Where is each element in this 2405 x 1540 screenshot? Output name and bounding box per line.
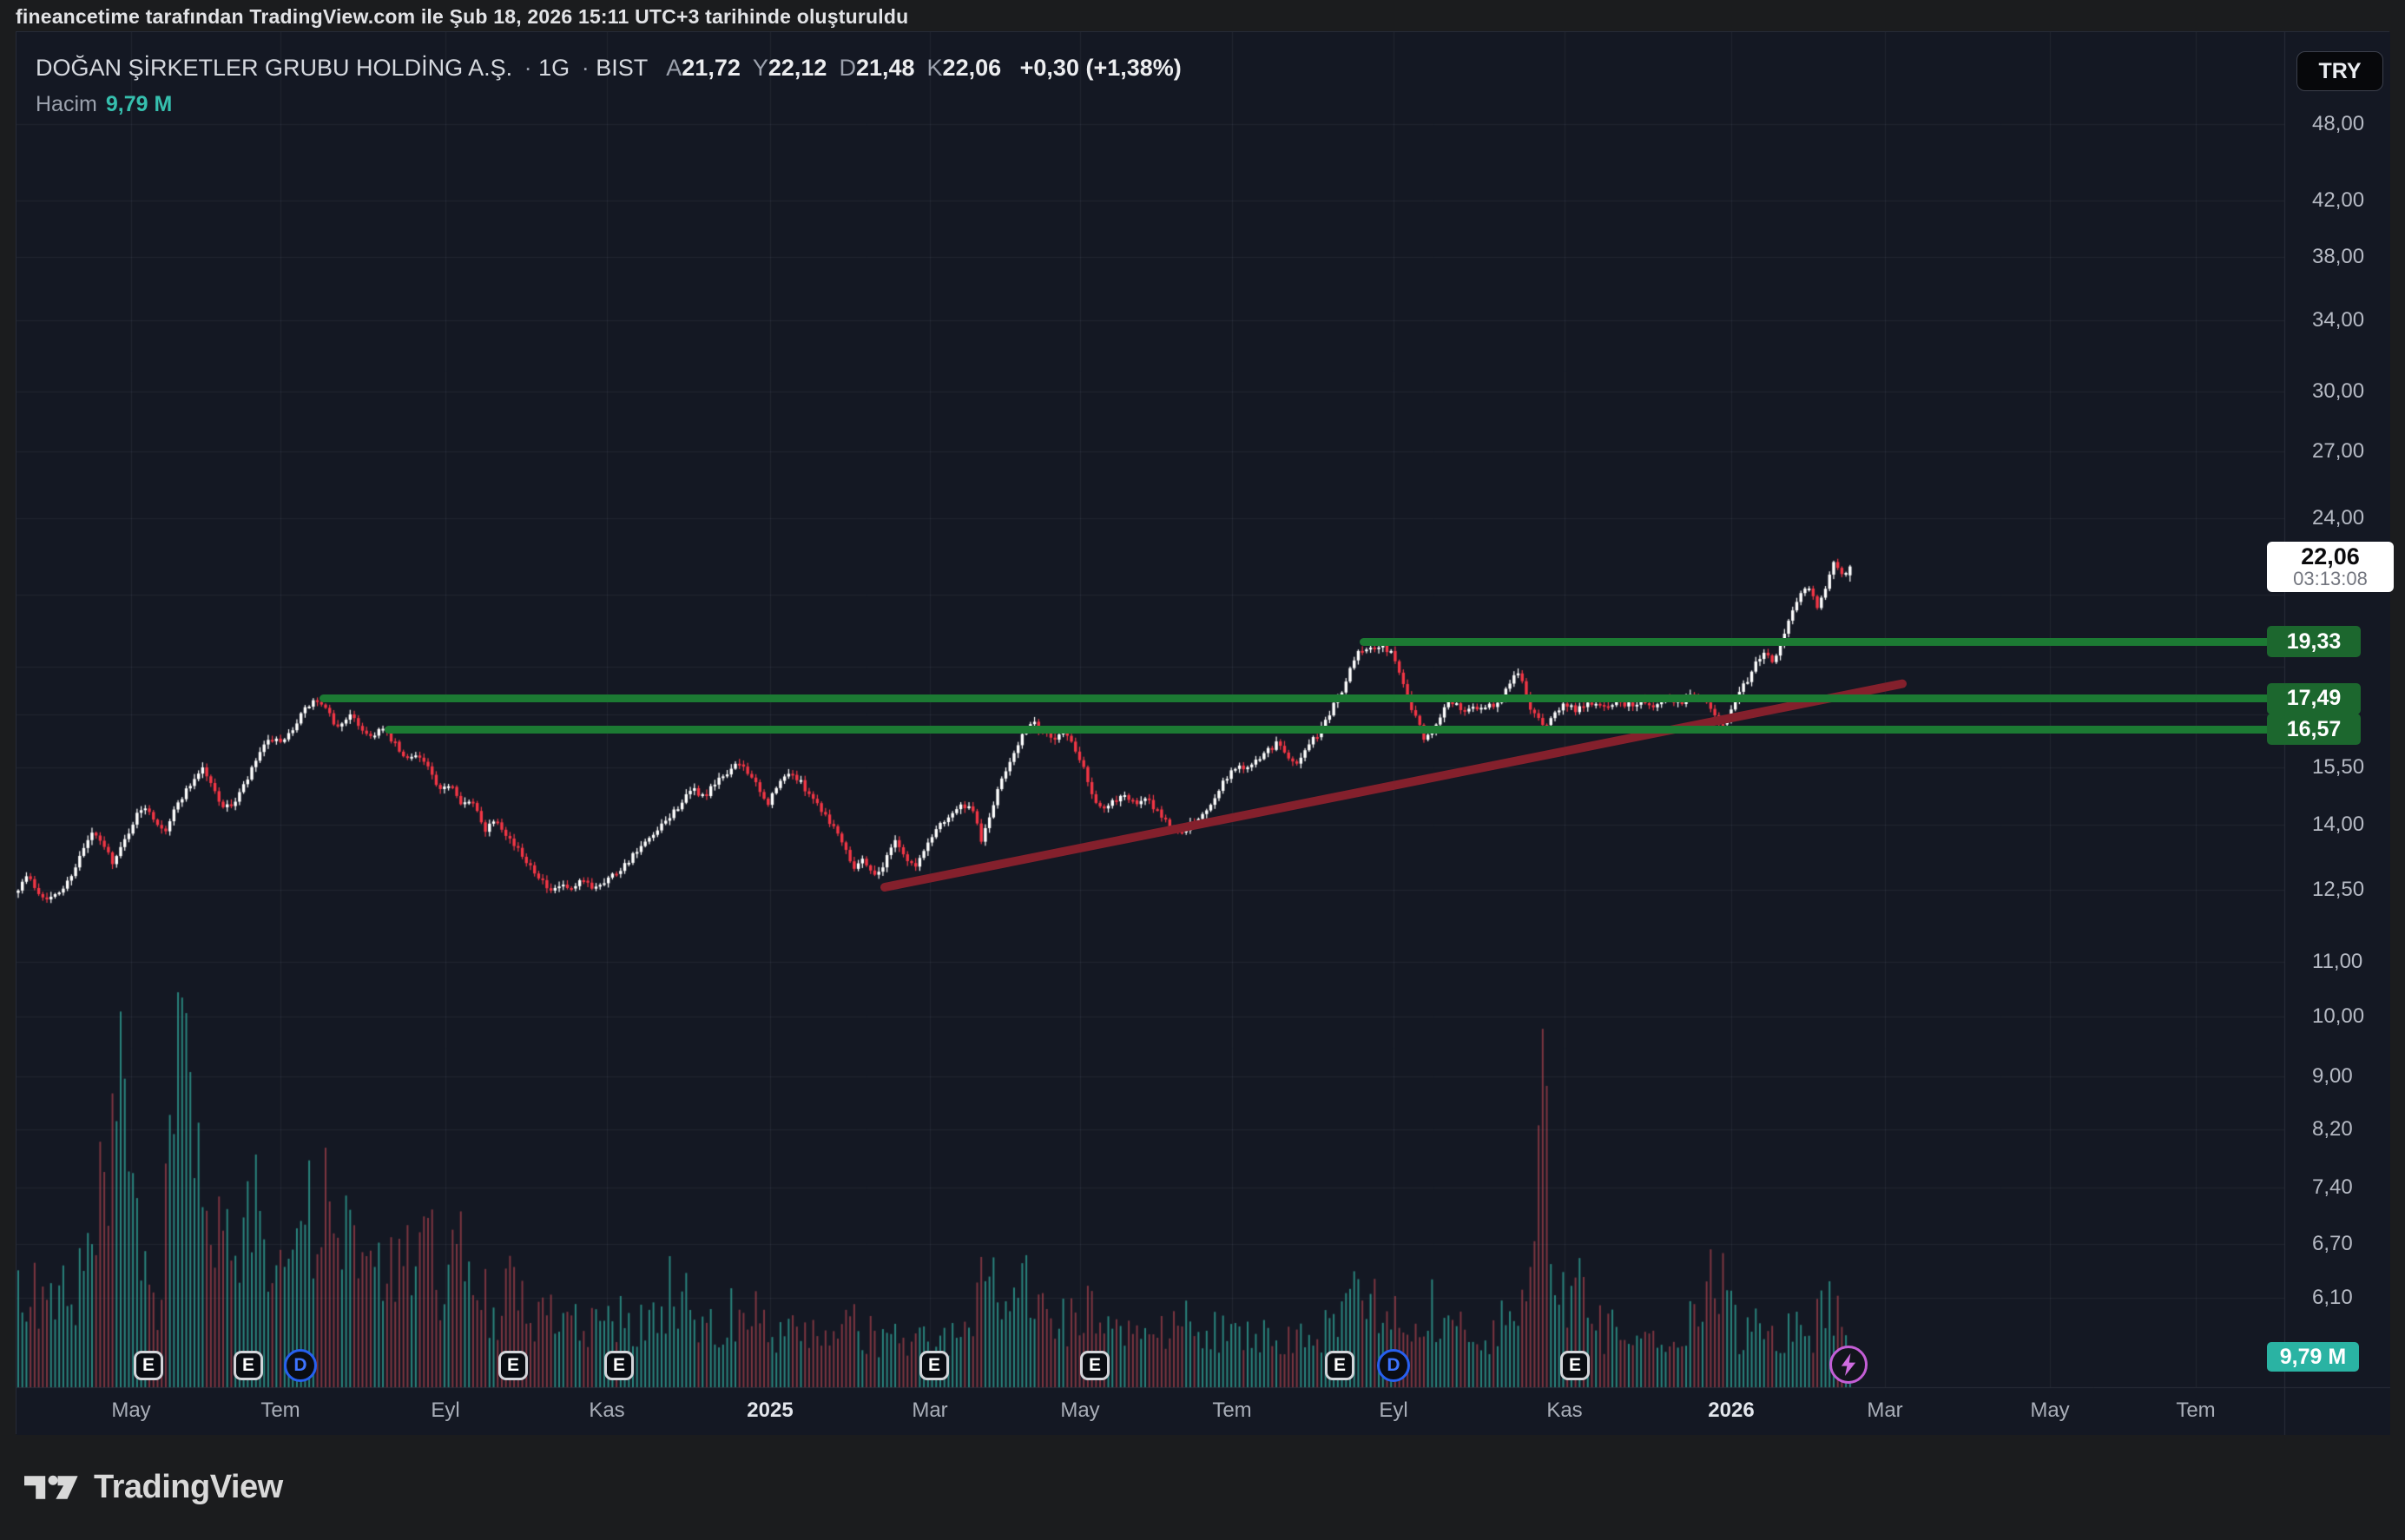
earnings-marker[interactable]: E xyxy=(604,1351,634,1380)
time-tick-month: Tem xyxy=(260,1399,300,1422)
price-tick: 15,50 xyxy=(2312,754,2365,779)
dividend-marker[interactable]: D xyxy=(1377,1349,1410,1382)
change-value: +0,30 (+1,38%) xyxy=(1019,55,1182,81)
time-tick-month: Kas xyxy=(589,1399,625,1422)
volume-value: 9,79 M xyxy=(105,92,173,116)
tradingview-logo-text: TradingView xyxy=(94,1469,283,1505)
time-tick-month: Eyl xyxy=(431,1399,460,1422)
price-tick: 14,00 xyxy=(2312,813,2365,837)
price-tick: 8,20 xyxy=(2312,1116,2353,1141)
ohlc-key: Y xyxy=(752,55,768,81)
bar-countdown: 03:13:08 xyxy=(2293,568,2368,590)
ohlc-values: A21,72 Y22,12 D21,48 K22,06 xyxy=(654,55,1001,81)
time-tick-month: May xyxy=(2030,1399,2070,1422)
price-tick: 24,00 xyxy=(2312,506,2365,530)
ohlc-value: 21,72 xyxy=(682,55,741,81)
ohlc-key: D xyxy=(839,55,856,81)
exchange-value: BIST xyxy=(596,55,648,81)
time-tick-year: 2025 xyxy=(747,1399,794,1422)
ohlc-value: 21,48 xyxy=(855,55,915,81)
ohlc-value: 22,12 xyxy=(768,55,827,81)
time-tick-month: Tem xyxy=(1212,1399,1252,1422)
earnings-marker[interactable]: E xyxy=(1560,1351,1590,1380)
price-tick: 9,00 xyxy=(2312,1063,2353,1088)
time-tick-month: Tem xyxy=(2176,1399,2216,1422)
symbol-row: DOĞAN ŞİRKETLER GRUBU HOLDİNG A.Ş. · 1G … xyxy=(36,55,1182,82)
support-price-label: 16,57 xyxy=(2267,714,2361,746)
price-tick: 12,50 xyxy=(2312,877,2365,901)
price-tick: 6,10 xyxy=(2312,1285,2353,1309)
attribution-text: fineancetime tarafından TradingView.com … xyxy=(16,5,909,28)
ohlc-key: K xyxy=(926,55,943,81)
support-price-label: 19,33 xyxy=(2267,626,2361,658)
volume-axis-label: 9,79 M xyxy=(2267,1342,2359,1372)
support-line-17,49[interactable] xyxy=(320,694,2290,703)
volume-label[interactable]: Hacim xyxy=(36,92,97,116)
time-tick-month: Eyl xyxy=(1379,1399,1408,1422)
time-tick-month: Mar xyxy=(912,1399,948,1422)
price-tick: 38,00 xyxy=(2312,245,2365,269)
ohlc-key: A xyxy=(666,55,682,81)
earnings-marker[interactable]: E xyxy=(134,1351,163,1380)
price-tick: 30,00 xyxy=(2312,379,2365,404)
price-tick: 6,70 xyxy=(2312,1232,2353,1256)
interval-value: 1G xyxy=(538,55,570,81)
ohlc-value: 22,06 xyxy=(942,55,1002,81)
tradingview-logo-icon xyxy=(24,1475,78,1499)
flash-event-icon[interactable] xyxy=(1829,1346,1868,1384)
earnings-marker[interactable]: E xyxy=(919,1351,949,1380)
tradingview-logo[interactable]: TradingView xyxy=(24,1469,283,1506)
chart-legend: DOĞAN ŞİRKETLER GRUBU HOLDİNG A.Ş. · 1G … xyxy=(36,55,1182,117)
price-tick: 48,00 xyxy=(2312,112,2365,136)
price-tick: 34,00 xyxy=(2312,308,2365,332)
time-tick-month: May xyxy=(1060,1399,1100,1422)
price-tick: 7,40 xyxy=(2312,1175,2353,1200)
dividend-marker[interactable]: D xyxy=(284,1349,317,1382)
earnings-marker[interactable]: E xyxy=(234,1351,263,1380)
price-tick: 42,00 xyxy=(2312,188,2365,212)
support-line-16,57[interactable] xyxy=(385,725,2290,734)
time-tick-month: Mar xyxy=(1867,1399,1903,1422)
price-tick: 27,00 xyxy=(2312,439,2365,464)
earnings-marker[interactable]: E xyxy=(498,1351,528,1380)
earnings-marker[interactable]: E xyxy=(1080,1351,1110,1380)
time-tick-year: 2026 xyxy=(1708,1399,1755,1422)
currency-toggle-button[interactable]: TRY xyxy=(2296,51,2383,91)
volume-row: Hacim 9,79 M xyxy=(36,92,1182,117)
chart-widget: DOĞAN ŞİRKETLER GRUBU HOLDİNG A.Ş. · 1G … xyxy=(16,31,2394,1435)
price-tick: 11,00 xyxy=(2312,950,2363,974)
current-price-label: 22,06 03:13:08 xyxy=(2267,541,2394,592)
current-price-value: 22,06 xyxy=(2301,543,2360,569)
earnings-marker[interactable]: E xyxy=(1325,1351,1354,1380)
price-chart-canvas xyxy=(16,32,2390,1435)
symbol-title[interactable]: DOĞAN ŞİRKETLER GRUBU HOLDİNG A.Ş. · 1G … xyxy=(36,55,648,81)
support-price-label: 17,49 xyxy=(2267,682,2361,714)
time-tick-month: May xyxy=(111,1399,151,1422)
price-tick: 10,00 xyxy=(2312,1004,2365,1028)
support-line-19,33[interactable] xyxy=(1360,637,2290,646)
time-tick-month: Kas xyxy=(1546,1399,1583,1422)
